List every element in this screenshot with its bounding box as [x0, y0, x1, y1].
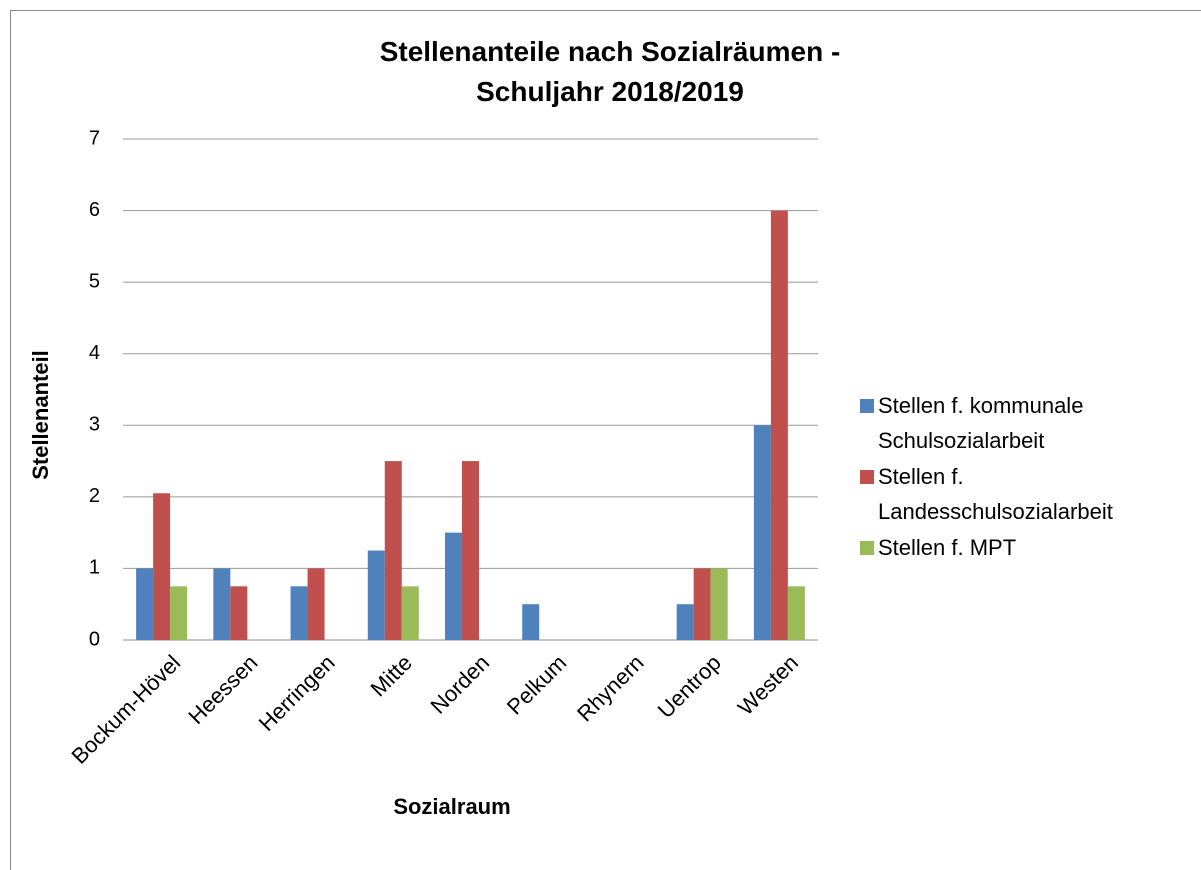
bar	[307, 568, 325, 640]
y-axis-title: Stellenanteil	[28, 350, 53, 480]
y-tick-label: 5	[89, 270, 100, 292]
bar	[753, 425, 771, 640]
legend-label: Stellen f. Landesschulsozialarbeit	[878, 464, 1113, 524]
bar	[290, 586, 308, 640]
legend-swatch	[860, 541, 874, 555]
y-tick-label: 3	[89, 414, 100, 436]
x-tick-label: Bockum-Hövel	[66, 650, 185, 769]
x-axis-title: Sozialraum	[393, 794, 510, 819]
bar	[401, 586, 419, 640]
x-tick-label: Mitte	[366, 650, 417, 701]
bar	[445, 532, 462, 640]
bar	[367, 550, 385, 640]
bar	[462, 461, 479, 640]
x-tick-label: Uentrop	[653, 650, 726, 723]
x-tick-label: Pelkum	[502, 650, 572, 720]
legend-swatch	[860, 470, 874, 484]
bar	[153, 493, 171, 640]
y-tick-label: 4	[89, 342, 100, 364]
bar	[384, 461, 402, 640]
chart-title: Stellenanteile nach Sozialräumen - Schul…	[379, 36, 841, 107]
bar	[170, 586, 188, 640]
x-tick-label: Heessen	[183, 650, 262, 729]
bar	[710, 568, 728, 640]
bar	[136, 568, 154, 640]
y-tick-label: 7	[89, 127, 100, 149]
y-tick-label: 2	[89, 485, 100, 507]
bar	[213, 568, 231, 640]
y-tick-label: 0	[89, 628, 100, 650]
x-tick-label: Norden	[425, 650, 494, 719]
x-tick-label: Rhynern	[572, 650, 648, 726]
legend-swatch	[860, 399, 874, 413]
chart-border	[10, 10, 1201, 870]
legend-entry: Stellen f. MPT	[860, 530, 1178, 565]
bar	[522, 604, 540, 640]
y-tick-label: 6	[89, 199, 100, 221]
bar	[787, 586, 805, 640]
bar	[676, 604, 694, 640]
x-tick-label: Herringen	[254, 650, 340, 736]
legend-entry: Stellen f. kommunale Schulsozialarbeit	[860, 388, 1178, 458]
x-tick-label: Westen	[733, 650, 803, 720]
legend-entry: Stellen f. Landesschulsozialarbeit	[860, 459, 1178, 529]
legend-label: Stellen f. MPT	[878, 535, 1017, 560]
legend-label: Stellen f. kommunale Schulsozialarbeit	[878, 393, 1084, 453]
bar	[693, 568, 711, 640]
bar	[230, 586, 248, 640]
bar	[770, 210, 788, 641]
y-tick-label: 1	[89, 557, 100, 579]
